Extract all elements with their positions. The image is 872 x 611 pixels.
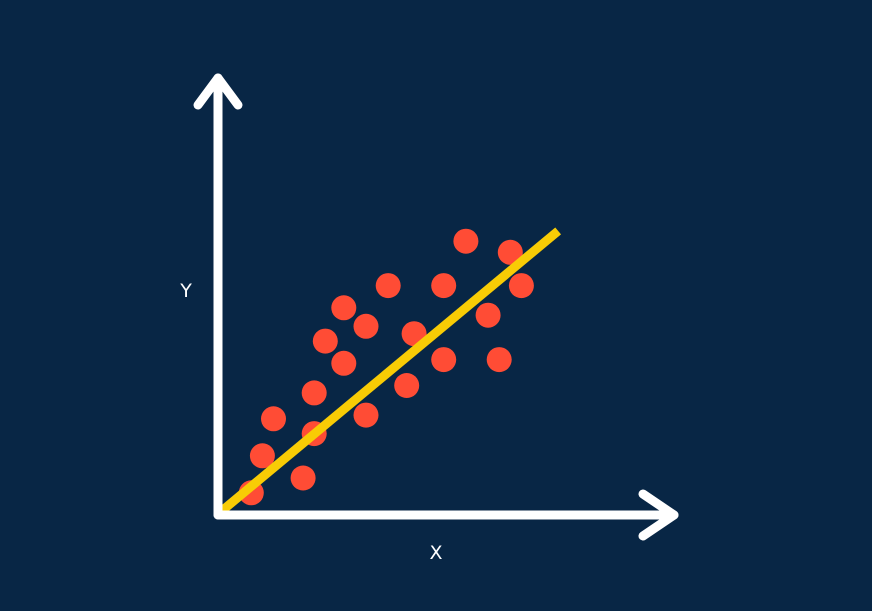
data-point-6 [301,380,327,406]
data-point-4 [290,465,316,491]
data-point-19 [486,347,512,373]
x-axis-arrowhead [638,489,679,541]
y-axis-arrowhead [193,73,243,110]
data-point-8 [331,350,357,376]
data-point-16 [431,273,457,299]
data-point-15 [431,347,457,373]
data-point-12 [375,273,401,299]
data-point-18 [475,302,501,328]
data-points [238,228,534,506]
y-axis-label: Y [179,280,192,302]
data-point-11 [353,313,379,339]
data-point-20 [497,239,523,265]
data-point-17 [453,228,479,254]
data-point-21 [508,273,534,299]
data-point-10 [353,402,379,428]
data-point-2 [249,443,275,469]
data-point-13 [394,373,420,398]
data-point-9 [331,295,357,321]
data-point-3 [261,406,286,432]
axes [193,73,679,541]
trend-line [217,227,562,516]
x-axis-label: X [429,542,442,564]
data-point-7 [312,328,338,354]
